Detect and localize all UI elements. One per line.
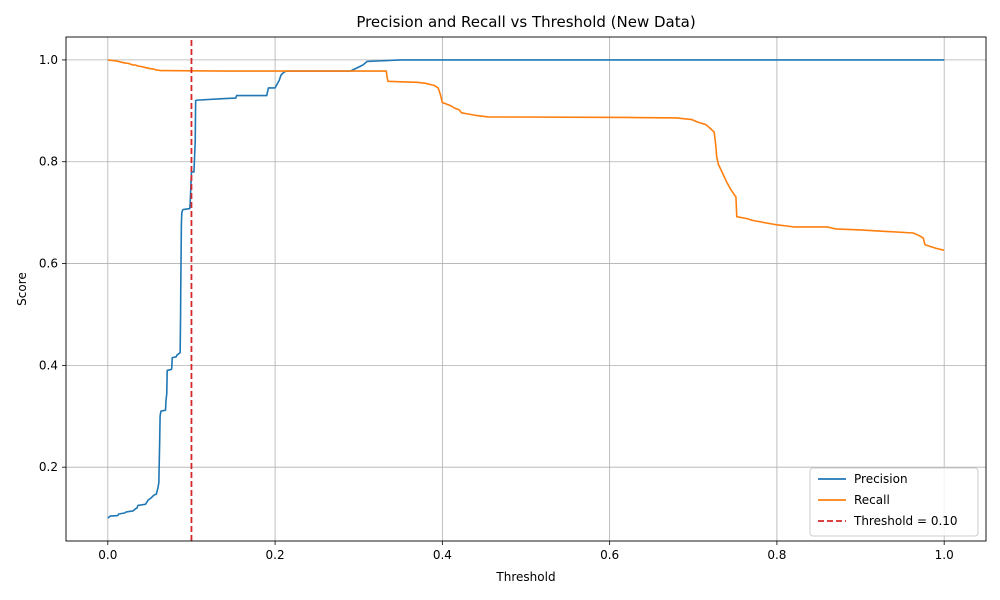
legend-box bbox=[809, 467, 979, 537]
y-tick-label: 0.4 bbox=[39, 358, 58, 372]
plot-frame bbox=[65, 36, 987, 542]
x-tick-label: 0.0 bbox=[98, 548, 117, 562]
chart-title: Precision and Recall vs Threshold (New D… bbox=[356, 13, 695, 31]
series-line-precision bbox=[107, 59, 945, 519]
legend-label: Recall bbox=[854, 493, 890, 507]
y-tick-label: 0.6 bbox=[39, 257, 58, 271]
y-axis-title: Score bbox=[15, 272, 29, 306]
x-tick-label: 0.2 bbox=[266, 548, 285, 562]
y-tick-label: 1.0 bbox=[39, 53, 58, 67]
x-tick-label: 0.8 bbox=[767, 548, 786, 562]
series-layer bbox=[107, 37, 945, 541]
x-tick-label: 1.0 bbox=[935, 548, 954, 562]
legend-label: Threshold = 0.10 bbox=[853, 514, 958, 528]
legend: Precision Recall Threshold = 0.10 bbox=[809, 467, 979, 537]
legend-label: Precision bbox=[854, 472, 908, 486]
x-tick-label: 0.6 bbox=[600, 548, 619, 562]
y-tick-label: 0.8 bbox=[39, 155, 58, 169]
y-tick-label: 0.2 bbox=[39, 460, 58, 474]
series-line-recall bbox=[107, 59, 945, 252]
tick-layer: 0.0 0.2 0.4 0.6 0.8 1.0 0.2 0.4 0.6 0.8 1.0 bbox=[39, 53, 954, 562]
x-tick-label: 0.4 bbox=[433, 548, 452, 562]
x-axis-title: Threshold bbox=[495, 570, 555, 584]
